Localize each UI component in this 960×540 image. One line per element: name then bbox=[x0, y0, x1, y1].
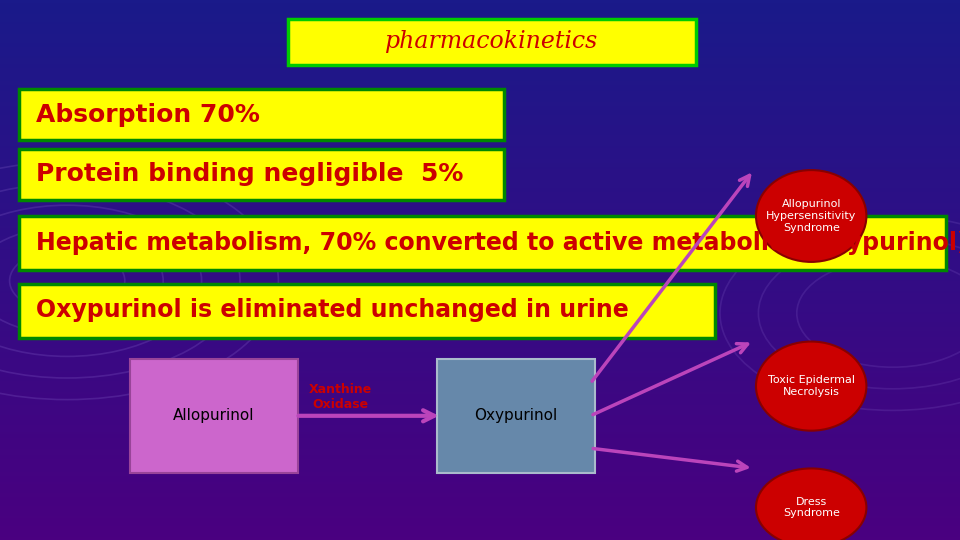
FancyBboxPatch shape bbox=[19, 89, 504, 140]
Ellipse shape bbox=[756, 342, 866, 431]
Text: Dress
Syndrome: Dress Syndrome bbox=[782, 497, 840, 518]
FancyBboxPatch shape bbox=[19, 148, 504, 200]
Text: Allopurinol
Hypersensitivity
Syndrome: Allopurinol Hypersensitivity Syndrome bbox=[766, 199, 856, 233]
FancyBboxPatch shape bbox=[19, 284, 715, 338]
FancyBboxPatch shape bbox=[19, 216, 946, 270]
Text: pharmacokinetics: pharmacokinetics bbox=[385, 30, 599, 53]
FancyBboxPatch shape bbox=[437, 359, 595, 472]
Text: Hepatic metabolism, 70% converted to active metabolite (oxypurinol): Hepatic metabolism, 70% converted to act… bbox=[36, 231, 960, 255]
FancyBboxPatch shape bbox=[130, 359, 298, 472]
Text: Xanthine
Oxidase: Xanthine Oxidase bbox=[309, 383, 372, 411]
Text: Toxic Epidermal
Necrolysis: Toxic Epidermal Necrolysis bbox=[768, 375, 854, 397]
FancyBboxPatch shape bbox=[288, 19, 696, 65]
Text: Allopurinol: Allopurinol bbox=[173, 408, 254, 423]
Ellipse shape bbox=[756, 468, 866, 540]
Text: Absorption 70%: Absorption 70% bbox=[36, 103, 259, 127]
Text: Oxypurinol is eliminated unchanged in urine: Oxypurinol is eliminated unchanged in ur… bbox=[36, 299, 628, 322]
Text: Oxypurinol: Oxypurinol bbox=[474, 408, 558, 423]
Ellipse shape bbox=[756, 170, 866, 262]
Text: Protein binding negligible  5%: Protein binding negligible 5% bbox=[36, 162, 463, 186]
